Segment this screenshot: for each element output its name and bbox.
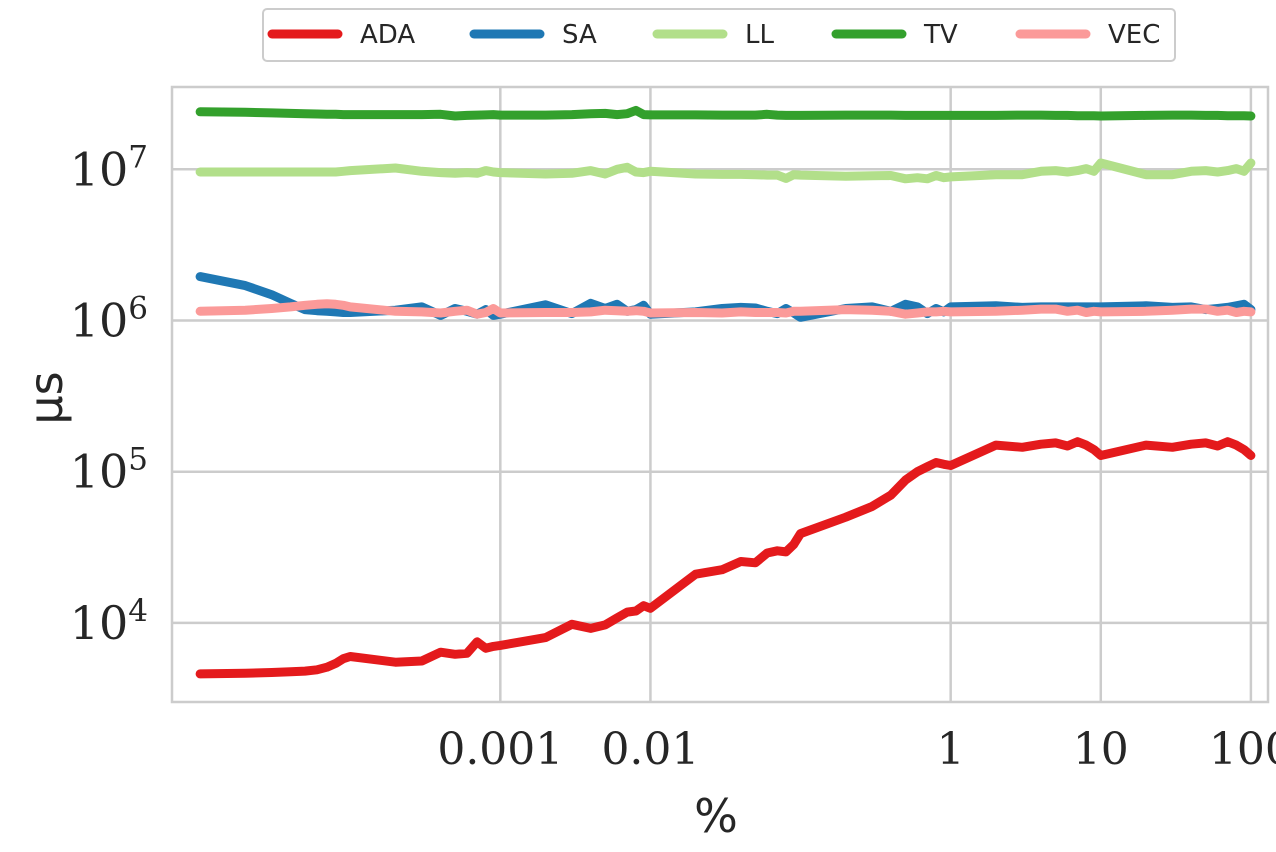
y-tick-base: 10: [70, 445, 129, 499]
y-tick-exponent: 6: [128, 290, 148, 326]
series-line-ada: [195, 437, 1256, 679]
y-tick-base: 10: [70, 142, 129, 196]
y-tick-exponent: 4: [128, 593, 148, 629]
x-tick-label: 0.001: [437, 724, 563, 775]
x-tick-label: 1: [937, 724, 965, 775]
x-tick-labels: 0.001 0.01 1 10 100: [437, 724, 1276, 775]
grid: [172, 87, 1268, 702]
y-tick-base: 10: [70, 596, 129, 650]
series-line-vec: [195, 299, 1256, 319]
legend-label-vec: VEC: [1108, 20, 1160, 50]
y-tick-label: 106: [70, 290, 148, 347]
y-tick-base: 10: [70, 293, 129, 347]
series-line-tv: [195, 105, 1256, 121]
y-tick-exponent: 7: [128, 139, 148, 175]
y-tick-label: 104: [70, 593, 148, 650]
legend: ADA SA LL TV VEC: [262, 8, 1176, 62]
legend-label-tv: TV: [923, 20, 958, 50]
legend-label-sa: SA: [562, 20, 597, 50]
x-tick-label: 10: [1073, 724, 1129, 775]
legend-label-ada: ADA: [360, 20, 415, 50]
plot-frame: [170, 85, 1270, 704]
y-tick-exponent: 5: [128, 442, 148, 478]
y-tick-label: 105: [70, 442, 148, 499]
series-lines: [195, 105, 1256, 679]
x-tick-label: 100: [1209, 724, 1276, 775]
y-tick-label: 107: [70, 139, 148, 196]
x-tick-label: 0.01: [601, 724, 699, 775]
legend-label-ll: LL: [745, 20, 774, 50]
x-axis-label: %: [694, 789, 738, 843]
y-axis-label: μs: [19, 371, 73, 424]
series-line-ll: [195, 158, 1256, 184]
